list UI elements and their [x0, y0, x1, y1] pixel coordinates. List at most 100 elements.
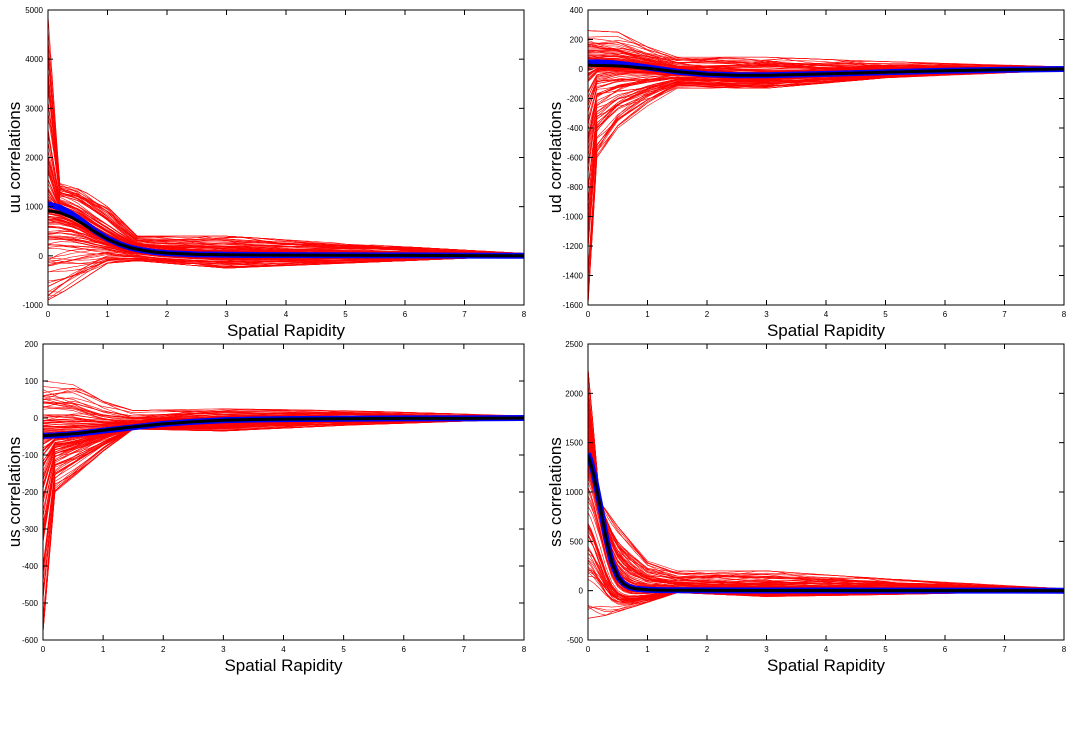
y-axis-title: uu correlations — [5, 102, 24, 214]
red-curve — [588, 409, 1064, 590]
red-curve — [588, 440, 1064, 591]
red-curve — [588, 421, 1064, 591]
x-tick-label: 2 — [705, 645, 710, 654]
y-tick-label: 200 — [570, 36, 584, 45]
plot-area — [588, 30, 1064, 305]
red-curve — [43, 418, 524, 593]
x-tick-label: 2 — [165, 310, 170, 319]
x-axis-title: Spatial Rapidity — [767, 321, 886, 340]
red-curve — [43, 397, 524, 417]
red-curve — [588, 448, 1064, 591]
red-curve — [588, 451, 1064, 591]
red-curve — [588, 70, 1064, 302]
red-curve — [588, 69, 1064, 271]
red-curve — [588, 486, 1064, 594]
x-tick-label: 3 — [764, 310, 769, 319]
mean-curve — [588, 455, 1064, 593]
red-curve — [588, 428, 1064, 590]
red-curve — [588, 69, 1064, 292]
y-tick-label: -1600 — [563, 301, 584, 310]
y-tick-label: 1500 — [565, 439, 583, 448]
plot-area — [43, 380, 524, 633]
red-curve — [588, 454, 1064, 591]
y-tick-label: 0 — [579, 587, 584, 596]
red-curve — [43, 418, 524, 598]
red-curve — [48, 101, 524, 256]
red-curve — [48, 255, 524, 293]
x-tick-label: 7 — [1002, 310, 1007, 319]
x-tick-label: 5 — [343, 310, 348, 319]
red-curve — [588, 461, 1064, 592]
panel-uu: 0 1 2 3 4 5 6 7 8-1000010002000300040005000Spati… — [5, 6, 527, 340]
red-curve — [588, 69, 1064, 223]
x-axis-title: Spatial Rapidity — [767, 656, 886, 675]
x-tick-label: 5 — [883, 310, 888, 319]
y-tick-label: 3000 — [25, 104, 43, 113]
plot-frame — [587, 9, 1065, 306]
red-curve — [588, 30, 1064, 68]
red-curve — [588, 453, 1064, 591]
red-curve — [588, 51, 1064, 69]
red-curve — [588, 433, 1064, 590]
y-tick-label: -300 — [22, 525, 39, 534]
red-curve — [588, 69, 1064, 216]
red-curve — [588, 368, 1064, 589]
y-tick-label: 2500 — [565, 340, 583, 349]
x-tick-label: 4 — [824, 645, 829, 654]
red-curve — [588, 461, 1064, 591]
x-tick-label: 3 — [764, 645, 769, 654]
red-curve — [43, 418, 524, 619]
red-curve — [588, 447, 1064, 591]
x-tick-label: 8 — [1062, 645, 1067, 654]
y-tick-label: -400 — [567, 124, 584, 133]
red-curve — [588, 442, 1064, 591]
red-curve — [588, 70, 1064, 279]
red-curve — [588, 414, 1064, 591]
x-tick-label: 0 — [586, 310, 591, 319]
red-curve — [588, 402, 1064, 590]
y-tick-label: -500 — [567, 636, 584, 645]
x-tick-label: 7 — [1002, 645, 1007, 654]
x-tick-label: 8 — [522, 310, 527, 319]
red-curve — [43, 386, 524, 417]
y-tick-label: 200 — [25, 340, 39, 349]
x-tick-label: 3 — [221, 645, 226, 654]
x-tick-label: 4 — [824, 310, 829, 319]
red-curve — [588, 69, 1064, 167]
y-tick-label: -600 — [567, 154, 584, 163]
y-tick-label: -600 — [22, 636, 39, 645]
red-curve — [43, 418, 524, 633]
y-tick-label: 500 — [570, 537, 584, 546]
red-curve — [588, 394, 1064, 591]
red-curve — [588, 406, 1064, 591]
red-curve — [588, 69, 1064, 165]
y-tick-label: -1400 — [563, 272, 584, 281]
red-curve — [43, 418, 524, 633]
y-tick-label: 2000 — [25, 154, 43, 163]
y-tick-label: -1000 — [563, 213, 584, 222]
red-curve — [48, 75, 524, 255]
red-curve — [588, 452, 1064, 591]
y-axis-title: us correlations — [5, 437, 24, 548]
red-curve — [588, 453, 1064, 591]
x-tick-label: 1 — [105, 310, 110, 319]
x-tick-label: 8 — [522, 645, 527, 654]
red-curve — [588, 404, 1064, 591]
x-tick-label: 4 — [284, 310, 289, 319]
mean-curve — [588, 63, 1064, 77]
x-tick-label: 2 — [161, 645, 166, 654]
red-curve — [588, 70, 1064, 305]
x-tick-label: 1 — [101, 645, 106, 654]
plot-area — [588, 368, 1064, 619]
red-curve — [48, 14, 524, 254]
red-curve — [588, 389, 1064, 591]
panel-us: 0 1 2 3 4 5 6 7 8 -600 -500 -400 -300 -200 -100 0 100 200… — [5, 340, 527, 675]
red-curve — [43, 418, 524, 629]
panel-ud: 0 1 2 3 4 5 6 7 8 -1600 -1400 -1200 -1000 -800 -600 -40… — [546, 6, 1067, 340]
red-curve — [588, 419, 1064, 591]
red-curve — [48, 51, 524, 255]
red-curve — [588, 396, 1064, 590]
x-tick-label: 0 — [46, 310, 51, 319]
red-curve — [588, 451, 1064, 591]
red-curve — [43, 418, 524, 625]
